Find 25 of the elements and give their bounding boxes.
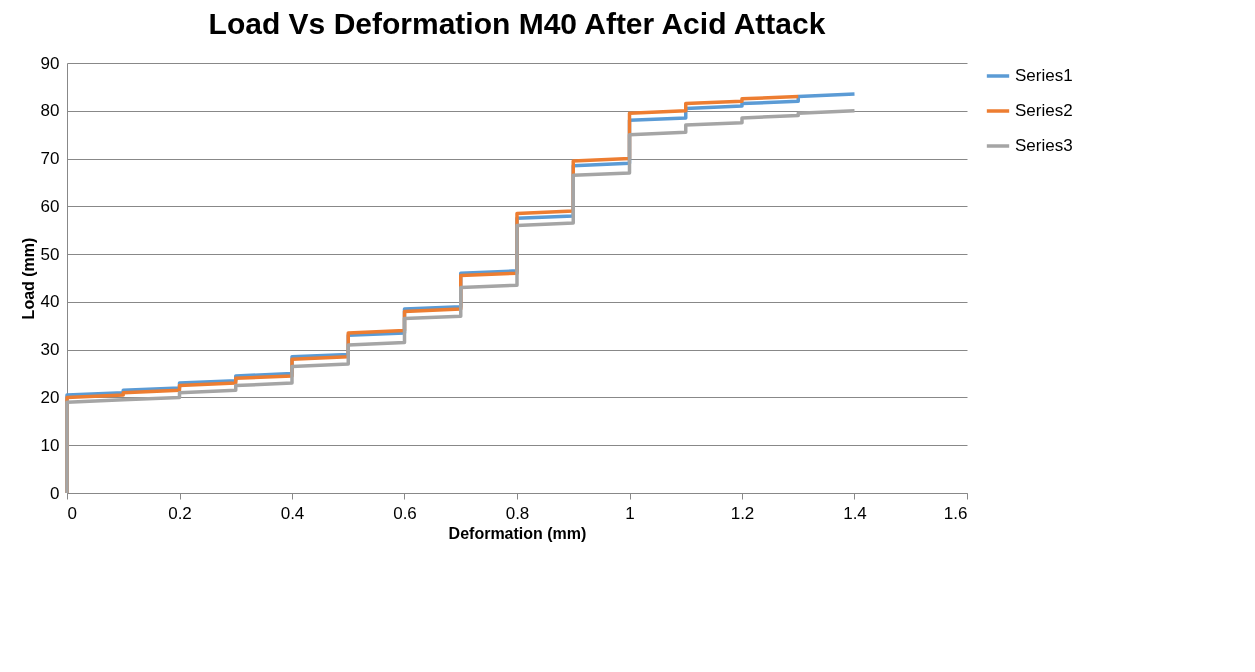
- x-tick-label: 1.2: [730, 503, 755, 523]
- chart-title: Load Vs Deformation M40 After Acid Attack: [208, 7, 826, 40]
- x-tick-label: 0: [67, 503, 77, 523]
- legend-label: Series2: [1015, 101, 1073, 120]
- x-tick-label: 0.2: [168, 503, 192, 523]
- y-tick-label: 20: [40, 387, 60, 407]
- x-tick-label: 0.8: [505, 503, 530, 523]
- y-tick-label: 60: [40, 196, 60, 216]
- legend-label: Series3: [1015, 136, 1073, 155]
- legend-label: Series1: [1015, 66, 1073, 85]
- y-tick-label: 50: [40, 244, 60, 264]
- x-tick-label: 1.6: [943, 503, 968, 523]
- y-tick-label: 10: [40, 435, 60, 455]
- y-tick-label: 0: [50, 483, 60, 503]
- y-tick-label: 70: [40, 149, 60, 169]
- x-tick-label: 1: [625, 503, 635, 523]
- x-axis-title: Deformation (mm): [448, 524, 587, 542]
- y-tick-label: 40: [40, 292, 60, 312]
- x-tick-label: 0.6: [393, 503, 417, 523]
- y-axis-title: Load (mm): [19, 237, 37, 320]
- y-tick-label: 30: [40, 340, 60, 360]
- y-tick-label: 80: [40, 101, 60, 121]
- x-tick-label: 0.4: [280, 503, 305, 523]
- x-tick-label: 1.4: [843, 503, 867, 523]
- y-tick-label: 90: [40, 53, 60, 73]
